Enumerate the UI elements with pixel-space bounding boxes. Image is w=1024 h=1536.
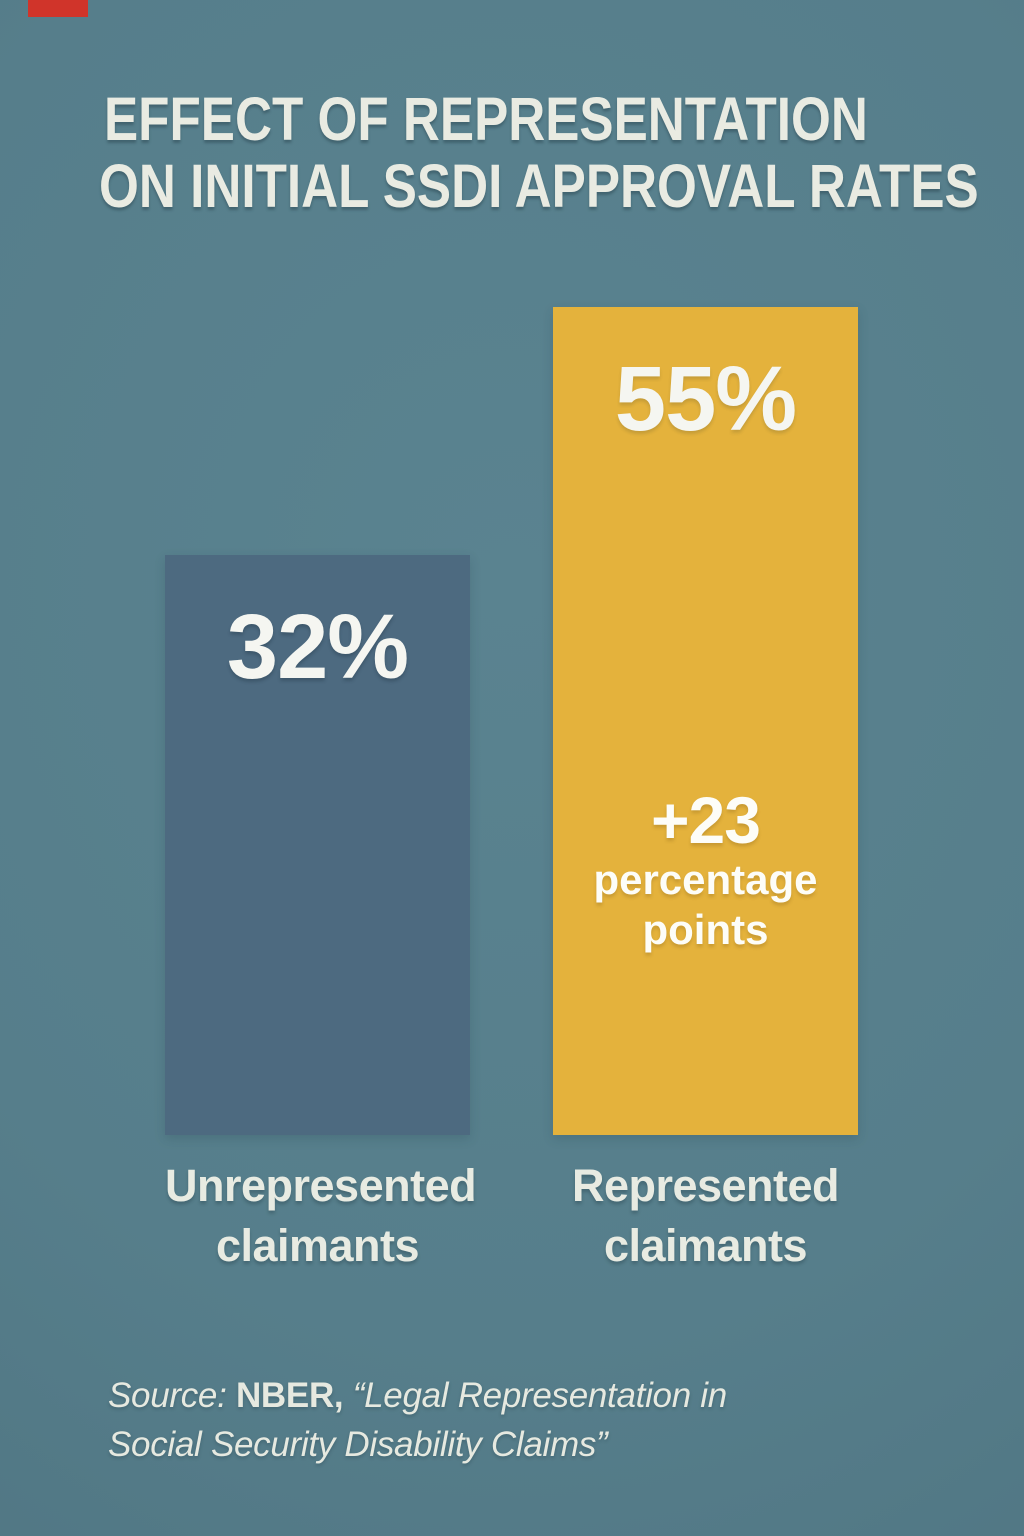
source-line1: Source: NBER, “Legal Representation in: [108, 1371, 727, 1420]
source-title-line1: “Legal Representation in: [352, 1376, 727, 1415]
bar-represented-value: 55%: [614, 348, 797, 450]
label-unrepresented: Unrepresented claimants: [165, 1156, 477, 1276]
bar-represented: 55% +23 percentage points: [553, 307, 858, 1135]
delta-value: +23: [651, 783, 761, 857]
label-represented: Represented claimants: [553, 1156, 858, 1276]
delta-annotation: +23 percentage points: [553, 785, 858, 955]
label-represented-line2: claimants: [603, 1220, 808, 1271]
delta-word-points: points: [642, 906, 769, 953]
chart-title: EFFECT OF REPRESENTATION ON INITIAL SSDI…: [99, 86, 1024, 220]
bar-unrepresented: 32%: [165, 555, 470, 1135]
label-represented-line1: Represented: [571, 1160, 840, 1211]
label-unrepresented-line1: Unrepresented: [165, 1160, 477, 1211]
chart-title-line2: ON INITIAL SSDI APPROVAL RATES: [99, 152, 979, 220]
chart-title-line1: EFFECT OF REPRESENTATION: [104, 85, 868, 153]
source-org: NBER,: [226, 1376, 353, 1415]
source-attribution: Source: NBER, “Legal Representation in S…: [108, 1371, 727, 1469]
delta-word-percentage: percentage: [593, 856, 818, 903]
label-unrepresented-line2: claimants: [215, 1220, 420, 1271]
source-prefix: Source:: [108, 1376, 227, 1415]
red-corner-marker: [28, 0, 88, 17]
source-line2: Social Security Disability Claims”: [108, 1425, 608, 1464]
bar-unrepresented-value: 32%: [226, 596, 409, 698]
